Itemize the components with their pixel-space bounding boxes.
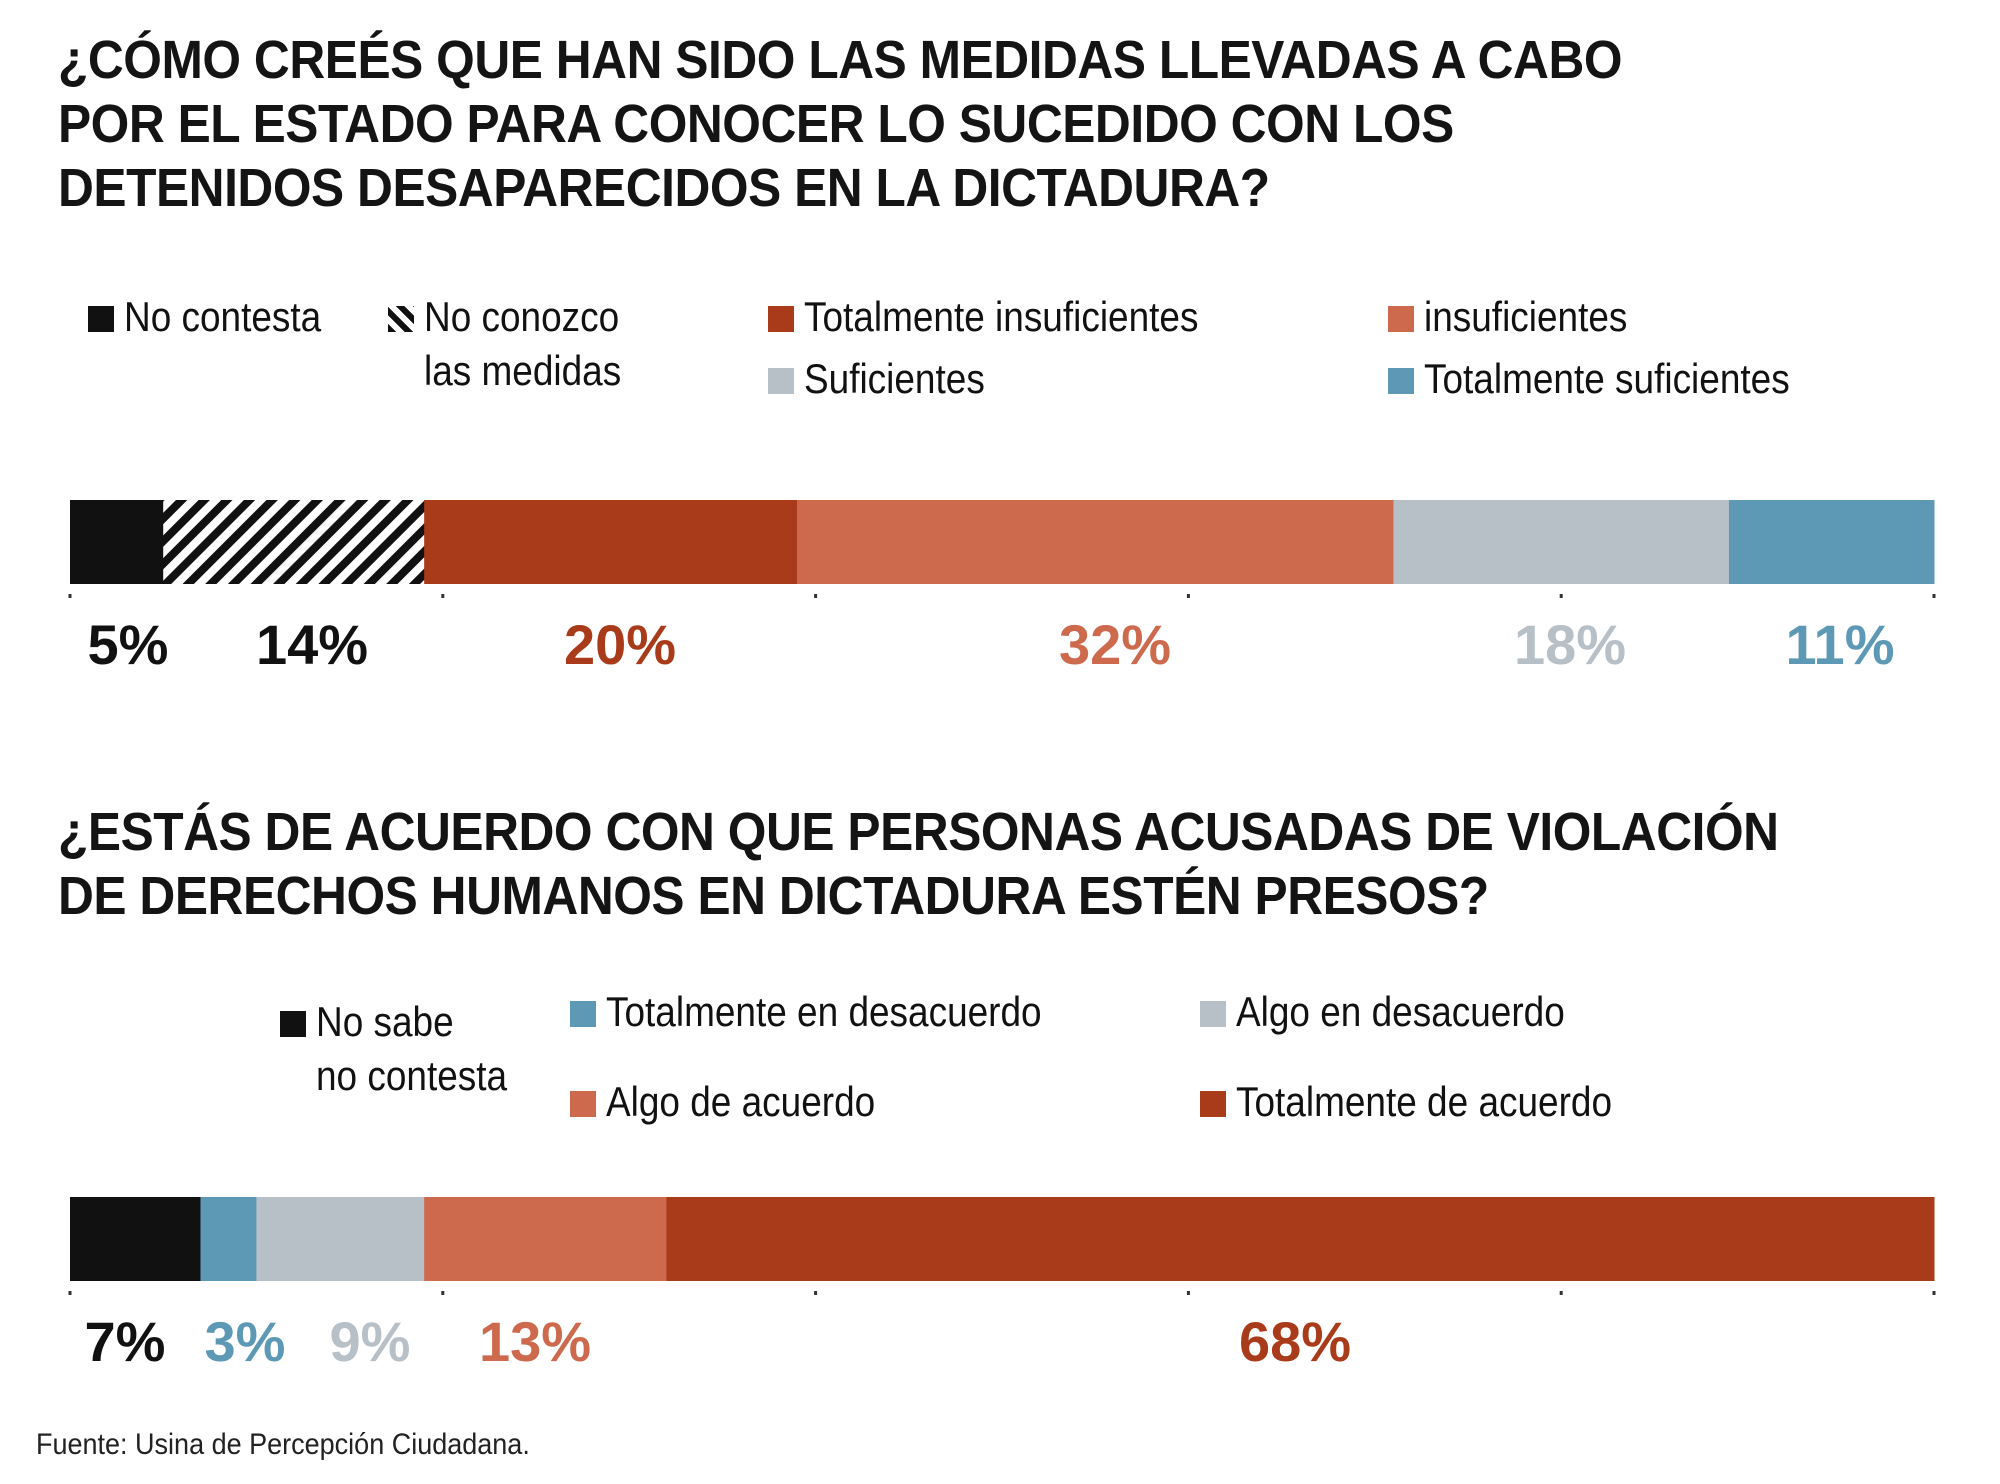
chart2-bar: 7% 3% 9% 13% 68% <box>68 1197 1936 1373</box>
data-label: 18% <box>1514 613 1626 676</box>
legend-item: Totalmente en desacuerdo <box>570 985 1101 1039</box>
legend-swatch <box>88 306 114 332</box>
legend-label: Totalmente insuficientes <box>804 293 1199 340</box>
legend-label: No contesta <box>124 293 322 340</box>
legend-item: Suficientes <box>768 352 1009 406</box>
bar-segment <box>163 500 425 584</box>
bar-segment <box>70 500 164 584</box>
legend-item: No contesta <box>88 290 348 344</box>
legend-swatch <box>388 306 414 332</box>
legend-item: Algo en desacuerdo <box>1200 985 1610 1039</box>
legend-swatch <box>570 1001 596 1027</box>
legend-item: Totalmente insuficientes <box>768 290 1252 344</box>
data-label: 3% <box>205 1310 286 1373</box>
legend-swatch <box>768 368 794 394</box>
legend-label: No sabe no contesta <box>316 998 508 1099</box>
bar-segment <box>1393 500 1730 584</box>
data-label: 20% <box>564 613 676 676</box>
legend-label: Algo de acuerdo <box>606 1078 876 1125</box>
data-label: 68% <box>1239 1310 1351 1373</box>
chart1-title: ¿CÓMO CREÉS QUE HAN SIDO LAS MEDIDAS LLE… <box>58 30 1623 218</box>
legend-item: No conozco las medidas <box>388 290 648 398</box>
bar-segment <box>1728 500 1935 584</box>
data-label: 9% <box>330 1310 411 1373</box>
data-label: 7% <box>85 1310 166 1373</box>
legend-label: No conozco las medidas <box>424 293 622 394</box>
legend-label: Totalmente de acuerdo <box>1236 1078 1613 1125</box>
data-label: 5% <box>88 613 169 676</box>
legend-swatch <box>1200 1091 1226 1117</box>
bar-segment <box>424 500 798 584</box>
source-note: Fuente: Usina de Percepción Ciudadana. <box>36 1428 530 1461</box>
bar-segment <box>666 1197 1935 1281</box>
legend-swatch <box>1388 368 1414 394</box>
chart1-bar: 5% 14% 20% 32% 18% 11% <box>68 500 1936 676</box>
bar-segment <box>70 1197 201 1281</box>
legend-item: No sabe no contesta <box>280 995 533 1103</box>
data-label: 13% <box>479 1310 591 1373</box>
bar-segment <box>424 1197 667 1281</box>
bar-segment <box>796 500 1394 584</box>
legend-swatch <box>1200 1001 1226 1027</box>
data-label: 11% <box>1786 613 1895 676</box>
legend-item: Totalmente suficientes <box>1388 352 1840 406</box>
chart2-title: ¿ESTÁS DE ACUERDO CON QUE PERSONAS ACUSA… <box>58 802 1779 926</box>
legend-label: insuficientes <box>1424 293 1628 340</box>
legend-label: Suficientes <box>804 355 985 402</box>
legend-swatch <box>768 306 794 332</box>
data-label: 32% <box>1059 613 1171 676</box>
legend-label: Algo en desacuerdo <box>1236 988 1565 1035</box>
legend-swatch <box>1388 306 1414 332</box>
bar-segment <box>256 1197 425 1281</box>
bar-segment <box>200 1197 257 1281</box>
legend-label: Totalmente suficientes <box>1424 355 1790 402</box>
legend-swatch <box>570 1091 596 1117</box>
legend-item: insuficientes <box>1388 290 1655 344</box>
legend-swatch <box>280 1011 306 1037</box>
data-label: 14% <box>256 613 368 676</box>
legend-label: Totalmente en desacuerdo <box>606 988 1042 1035</box>
legend-item: Algo de acuerdo <box>570 1075 912 1129</box>
legend-item: Totalmente de acuerdo <box>1200 1075 1663 1129</box>
